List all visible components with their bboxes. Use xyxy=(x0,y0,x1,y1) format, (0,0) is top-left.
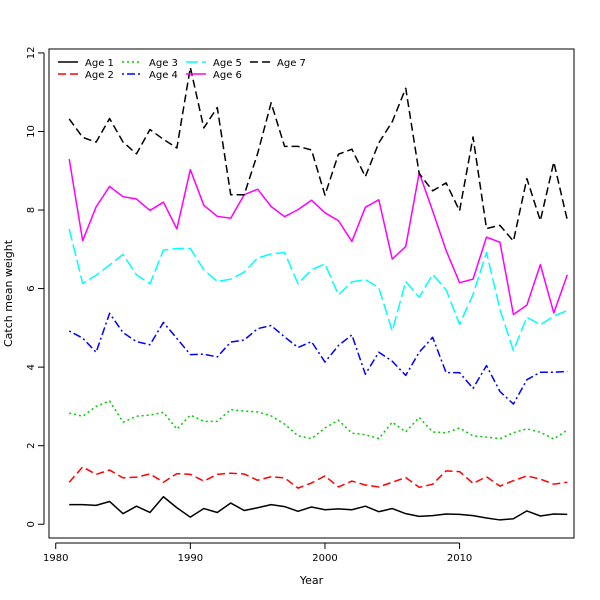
x-tick-label: 2010 xyxy=(447,553,472,564)
legend-label: Age 5 xyxy=(213,58,242,69)
x-tick-label: 1990 xyxy=(178,553,203,564)
x-axis-label: Year xyxy=(299,574,324,587)
y-tick-label: 2 xyxy=(26,443,37,449)
y-tick-label: 6 xyxy=(26,285,37,291)
legend-label: Age 4 xyxy=(149,70,178,81)
legend-item: Age 1 xyxy=(58,58,114,69)
series-line-age-7 xyxy=(68,66,569,242)
y-tick-label: 12 xyxy=(26,47,37,60)
series-line-age-5 xyxy=(68,228,568,352)
x-tick-label: 1980 xyxy=(43,553,68,564)
series-line-age-6 xyxy=(68,158,568,316)
y-axis-label: Catch mean weight xyxy=(2,239,15,347)
legend-item: Age 2 xyxy=(58,70,114,81)
series-lines xyxy=(68,66,569,521)
y-tick-label: 8 xyxy=(26,207,37,213)
legend-label: Age 3 xyxy=(149,58,178,69)
legend-item: Age 3 xyxy=(122,58,178,69)
legend-label: Age 7 xyxy=(277,58,306,69)
legend-item: Age 7 xyxy=(250,58,306,69)
legend-label: Age 6 xyxy=(213,70,242,81)
series-line-age-3 xyxy=(69,400,568,440)
series-line-age-4 xyxy=(68,312,568,405)
legend-label: Age 2 xyxy=(85,70,114,81)
y-tick-label: 0 xyxy=(26,521,37,527)
series-line-age-1 xyxy=(69,496,568,521)
x-axis: 1980 1990 2000 2010 xyxy=(43,542,472,564)
y-axis: 0 2 4 6 8 10 12 xyxy=(26,47,45,527)
y-tick-label: 10 xyxy=(26,125,37,138)
legend-item: Age 5 xyxy=(186,58,242,69)
plot-frame xyxy=(48,48,575,539)
y-tick-label: 4 xyxy=(26,364,37,370)
series-line-age-2 xyxy=(68,466,568,489)
x-tick-label: 2000 xyxy=(312,553,337,564)
legend-item: Age 6 xyxy=(186,70,242,81)
legend-label: Age 1 xyxy=(85,58,114,69)
legend-item: Age 4 xyxy=(122,70,178,81)
